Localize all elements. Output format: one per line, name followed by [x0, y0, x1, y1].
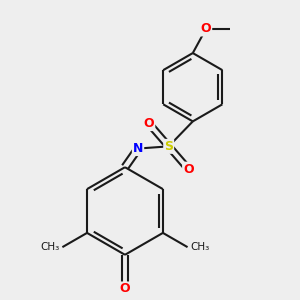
Text: CH₃: CH₃	[190, 242, 209, 252]
Text: O: O	[183, 163, 194, 176]
Text: O: O	[144, 117, 154, 130]
Text: S: S	[164, 140, 173, 153]
Text: O: O	[201, 22, 211, 35]
Text: CH₃: CH₃	[40, 242, 60, 252]
Text: N: N	[133, 142, 143, 155]
Text: O: O	[120, 283, 130, 296]
